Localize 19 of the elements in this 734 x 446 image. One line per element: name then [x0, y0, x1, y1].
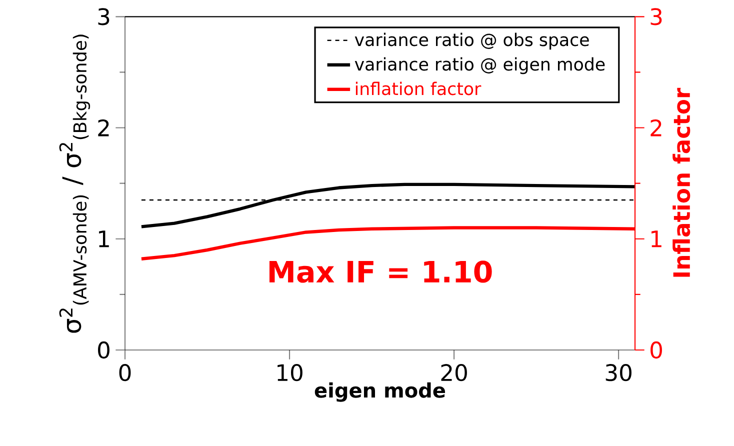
y-tick-label: 1: [99, 230, 109, 248]
x-tick-label: 10: [278, 364, 302, 382]
legend-label: inflation factor: [356, 82, 482, 96]
annotation: Max IF = 1.10: [269, 260, 492, 283]
legend-label: variance ratio @ eigen mode: [354, 57, 605, 74]
y-tick-label: 2: [98, 119, 109, 136]
legend-label: variance ratio @ obs space: [354, 32, 589, 50]
y-axis-title: σ$^{2}$$_{(AMV-sonde)}$ / σ$^{2}$(Bkg-sonde): [59, 34, 90, 333]
x-tick-label: 0: [119, 364, 131, 382]
y2-tick-label: 3: [650, 8, 662, 26]
y2-tick-label: 2: [650, 119, 662, 136]
x-axis-title: eigen mode: [314, 382, 446, 402]
y2-tick-label: 0: [650, 341, 662, 359]
y-tick-label: 3: [98, 8, 110, 26]
y2-axis-title: Inflation factor: [672, 88, 690, 277]
y2-tick-label: 1: [652, 230, 662, 248]
x-tick-label: 30: [606, 364, 632, 382]
x-tick-label: 20: [441, 364, 467, 382]
y-tick-label: 0: [98, 341, 110, 359]
